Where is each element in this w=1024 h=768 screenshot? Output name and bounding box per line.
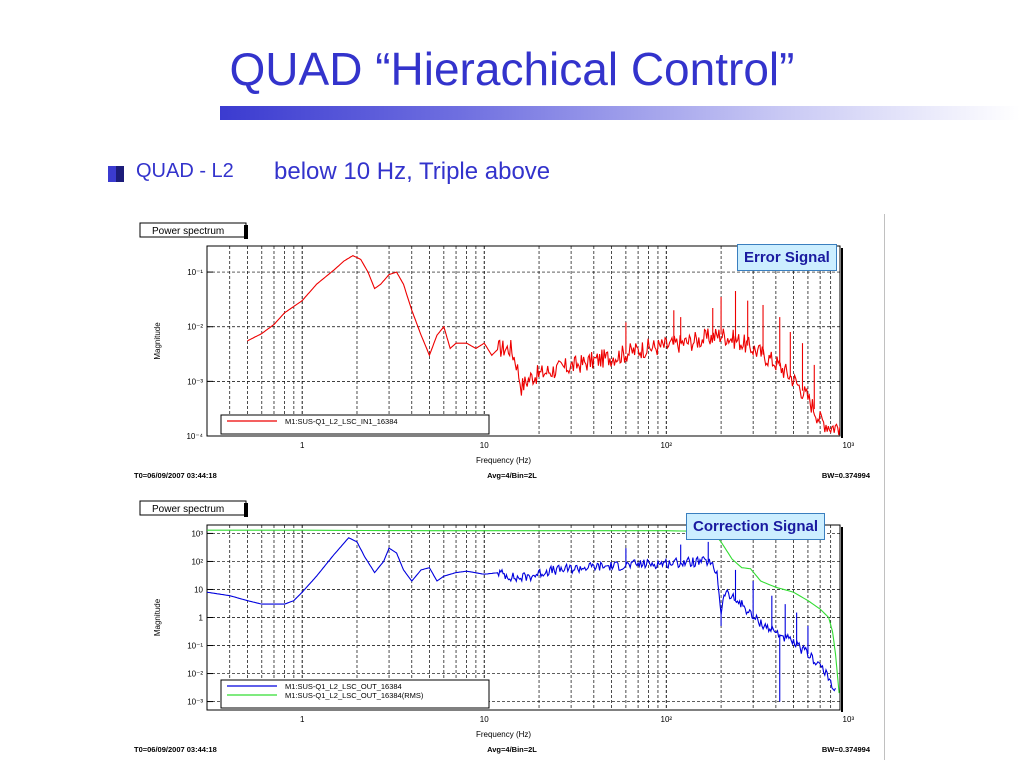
- x-tick-label: 1: [300, 441, 305, 450]
- x-tick-label: 10²: [661, 715, 673, 724]
- x-tick-label: 10³: [843, 441, 855, 450]
- footer-bandwidth: BW=0.374994: [822, 745, 871, 754]
- y-tick-label: 10⁻¹: [187, 268, 203, 277]
- slide-divider: [884, 214, 885, 760]
- y-tick-label: 10⁻²: [187, 323, 203, 332]
- legend-box: [220, 679, 490, 709]
- y-tick-label: 10⁻⁴: [186, 432, 203, 441]
- y-tick-label: 10: [194, 585, 203, 594]
- y-axis-label: Magnitude: [153, 598, 162, 636]
- bullet-text-part1: QUAD - L2: [136, 160, 234, 182]
- bullet-text-part2: below 10 Hz, Triple above: [274, 158, 551, 185]
- y-tick-label: 10⁻³: [187, 377, 203, 386]
- footer-averaging: Avg=4/Bin=2L: [487, 745, 537, 754]
- title-underline-bar: [220, 106, 1020, 120]
- series-line: [247, 254, 840, 436]
- error-signal-chart: Power spectrum 10⁻¹ 10⁻² 10⁻³ 10⁻⁴ 1 10 10² 10³ F…: [134, 222, 871, 480]
- footer-timestamp: T0=06/09/2007 03:44:18: [134, 745, 217, 754]
- footer-bandwidth: BW=0.374994: [822, 471, 871, 480]
- legend-entry: M1:SUS-Q1_L2_LSC_IN1_16384: [285, 417, 398, 426]
- correction-signal-chart: Power spectrum 10³ 10² 10 1 10⁻¹ 10⁻² 10⁻³ 1 10 10…: [134, 500, 871, 754]
- legend-box: [220, 414, 490, 435]
- footer-averaging: Avg=4/Bin=2L: [487, 471, 537, 480]
- series-line: [207, 529, 840, 694]
- correction-signal-label: Correction Signal: [686, 513, 826, 540]
- x-tick-label: 10³: [843, 715, 855, 724]
- panel-title-shadow: [244, 503, 248, 517]
- x-tick-label: 1: [300, 715, 305, 724]
- y-tick-label: 10³: [191, 529, 203, 538]
- x-tick-label: 10: [480, 715, 489, 724]
- panel-title: Power spectrum: [152, 226, 224, 237]
- y-tick-label: 10⁻³: [187, 698, 203, 707]
- legend-entry: M1:SUS-Q1_L2_LSC_OUT_16384: [285, 682, 402, 691]
- y-tick-label: 10⁻¹: [187, 642, 203, 651]
- x-axis-label: Frequency (Hz): [476, 456, 531, 465]
- y-tick-label: 10⁻²: [187, 670, 203, 679]
- x-tick-label: 10: [480, 441, 489, 450]
- slide-title: QUAD “Hierachical Control”: [229, 43, 795, 95]
- error-signal-panel: Power spectrum 10⁻¹ 10⁻² 10⁻³ 10⁻⁴ 1 10 10² 10³ F…: [132, 222, 882, 480]
- y-tick-label: 10²: [191, 557, 203, 566]
- panel-title-shadow: [244, 225, 248, 239]
- error-signal-label: Error Signal: [737, 244, 837, 271]
- bullet-square-icon: [108, 166, 124, 182]
- legend-entry: M1:SUS-Q1_L2_LSC_OUT_16384(RMS): [285, 691, 424, 700]
- correction-signal-panel: Power spectrum 10³ 10² 10 1 10⁻¹ 10⁻² 10⁻³ 1 10 10…: [132, 500, 882, 758]
- footer-timestamp: T0=06/09/2007 03:44:18: [134, 471, 217, 480]
- x-axis-label: Frequency (Hz): [476, 730, 531, 739]
- series-line: [207, 537, 836, 692]
- panel-title: Power spectrum: [152, 504, 224, 515]
- y-tick-label: 1: [199, 614, 204, 623]
- y-axis-label: Magnitude: [153, 322, 162, 360]
- x-tick-label: 10²: [661, 441, 673, 450]
